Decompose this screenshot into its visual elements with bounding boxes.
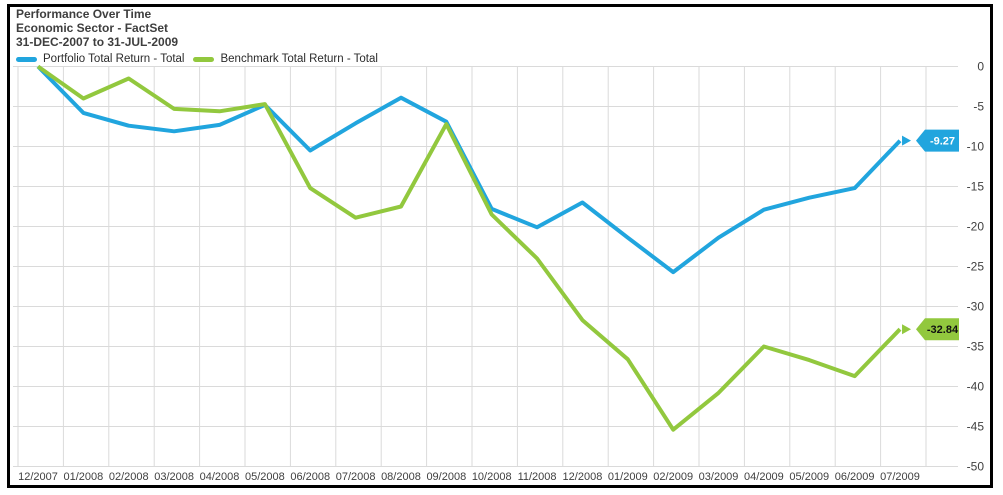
- page-title: Performance Over Time: [16, 7, 152, 21]
- x-axis-tick-label: 11/2008: [518, 471, 557, 483]
- legend-item-portfolio: Portfolio Total Return - Total: [16, 53, 184, 65]
- x-axis-tick-label: 01/2009: [608, 471, 648, 483]
- x-axis-tick-label: 10/2008: [472, 471, 512, 483]
- benchmark-end-value-label: -32.84: [927, 324, 959, 336]
- x-axis-tick-label: 05/2009: [789, 471, 829, 483]
- y-axis-tick-label: -15: [967, 180, 985, 194]
- y-axis-tick-label: -25: [967, 260, 985, 274]
- y-axis-tick-label: -45: [967, 420, 985, 434]
- x-axis-tick-label: 04/2009: [744, 471, 784, 483]
- chart-border-frame: [7, 4, 993, 488]
- benchmark-line-end-arrow-icon: [902, 324, 912, 335]
- x-axis-tick-label: 03/2009: [699, 471, 739, 483]
- x-axis-tick-label: 06/2009: [835, 471, 875, 483]
- y-axis-tick-label: -5: [973, 100, 984, 114]
- legend-label-benchmark: Benchmark Total Return - Total: [220, 53, 378, 65]
- chart-date-range: 31-DEC-2007 to 31-JUL-2009: [16, 35, 179, 49]
- benchmark-end-value-tag: [916, 318, 959, 341]
- x-axis-tick-label: 02/2009: [653, 471, 693, 483]
- legend-item-benchmark: Benchmark Total Return - Total: [193, 53, 378, 65]
- portfolio-end-value-label: -9.27: [930, 136, 955, 148]
- portfolio-end-value-tag: [916, 129, 959, 152]
- y-axis-tick-label: -50: [967, 460, 985, 474]
- x-axis-tick-label: 08/2008: [381, 471, 421, 483]
- x-axis-tick-label: 02/2008: [109, 471, 149, 483]
- benchmark-line-swatch-icon: [193, 56, 215, 62]
- benchmark-series-line: [36, 64, 902, 432]
- y-axis-tick-label: -10: [967, 140, 985, 154]
- chart-header: Performance Over Time Economic Sector - …: [16, 7, 178, 49]
- x-axis-tick-label: 04/2008: [200, 471, 240, 483]
- x-axis-tick-label: 06/2008: [290, 471, 330, 483]
- y-axis-tick-label: -30: [967, 300, 985, 314]
- x-axis-tick-label: 05/2008: [245, 471, 285, 483]
- y-axis-tick-label: -20: [967, 220, 985, 234]
- x-axis-tick-label: 01/2008: [63, 471, 103, 483]
- legend-label-portfolio: Portfolio Total Return - Total: [43, 53, 185, 65]
- portfolio-line-end-arrow-icon: [902, 135, 912, 146]
- x-axis-tick-label: 12/2007: [18, 471, 58, 483]
- x-axis-tick-label: 09/2008: [426, 471, 466, 483]
- x-axis-tick-label: 07/2008: [336, 471, 376, 483]
- y-axis-tick-label: 0: [977, 60, 984, 74]
- portfolio-line-swatch-icon: [16, 56, 37, 62]
- y-axis-tick-label: -35: [967, 340, 985, 354]
- chart-subtitle: Economic Sector - FactSet: [16, 21, 169, 35]
- chart-legend: Portfolio Total Return - Total Benchmark…: [16, 53, 391, 65]
- x-axis-tick-label: 12/2008: [563, 471, 603, 483]
- x-axis-tick-label: 07/2009: [880, 471, 920, 483]
- x-axis-tick-label: 03/2008: [154, 471, 194, 483]
- y-axis-tick-label: -40: [967, 380, 985, 394]
